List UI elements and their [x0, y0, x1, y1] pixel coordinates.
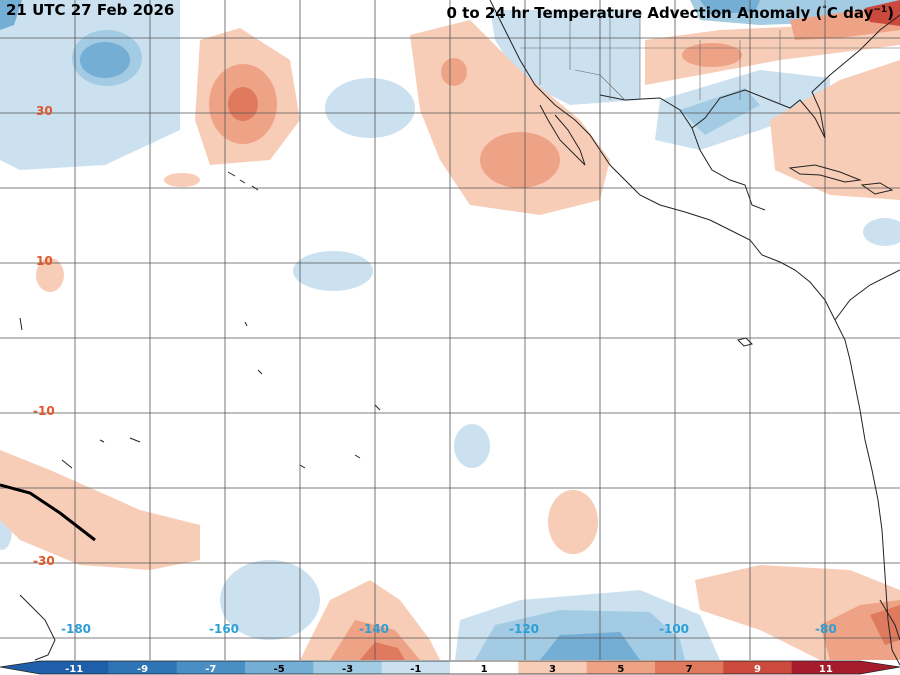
colorbar-swatch — [108, 661, 178, 674]
colorbar-swatch — [313, 661, 383, 674]
lon-label-minus180: -180 — [61, 622, 92, 636]
coastline-hispaniola — [860, 182, 894, 195]
storm-track-line — [0, 483, 96, 542]
cool-region-eastern-pacific — [293, 251, 373, 291]
colorbar-swatch — [791, 661, 861, 674]
lon-label-minus80: -80 — [815, 622, 837, 636]
warm-region-south-pacific — [300, 580, 440, 660]
warm-deep-northeast — [865, 0, 900, 26]
colorbar-swatch — [518, 661, 588, 674]
warm-region-southwest — [0, 450, 200, 570]
map-title-suffix: ) — [887, 4, 894, 22]
colorbar-tick-label: -9 — [137, 664, 148, 675]
colorbar-swatch — [176, 661, 246, 674]
colorbar-tick-label: 7 — [686, 664, 693, 675]
coastline-south-america-north — [834, 269, 900, 321]
political-borders — [520, 10, 900, 105]
warm-strong-southeast-pacific — [870, 605, 900, 645]
coastline-southern-cone — [879, 599, 900, 641]
warm-core-north-us — [682, 43, 742, 67]
colorbar-swatch — [40, 661, 109, 674]
warm-core-baja — [480, 132, 560, 188]
cool-region-caribbean-east — [863, 218, 900, 246]
colorbar-tick-label: -7 — [205, 664, 216, 675]
map-title-exponent: −1 — [873, 5, 888, 15]
colorbar-tick-label: -3 — [342, 664, 353, 675]
colorbar-tick-label: -5 — [274, 664, 285, 675]
map-title: 0 to 24 hr Temperature Advection Anomaly… — [447, 4, 895, 22]
map-title-degree: ° — [822, 5, 827, 15]
warm-region-south-central — [548, 490, 598, 554]
colorbar-tick-label: 11 — [819, 664, 833, 675]
coastline-cuba — [788, 164, 862, 183]
colorbar-tick-label: 3 — [549, 664, 556, 675]
warm-strong-south-pacific — [360, 642, 405, 660]
coastline-galapagos — [737, 337, 753, 347]
map-title-unit: C day — [826, 4, 874, 22]
colorbar-swatches — [0, 660, 900, 675]
cool-region-southwest — [220, 560, 320, 640]
colorbar-tick-label: 9 — [754, 664, 761, 675]
valid-time-label: 21 UTC 27 Feb 2026 — [6, 1, 175, 19]
cool-core-northwest-deep — [80, 42, 130, 78]
colorbar-max-arrow — [860, 661, 900, 674]
cool-region-northwest — [0, 0, 180, 170]
coastline-south-america-west — [834, 319, 900, 666]
cool-core-northeast-top — [700, 0, 760, 14]
colorbar-swatch — [586, 661, 656, 674]
colorbar-tick-labels: -11 -9 -7 -5 -3 -1 1 3 5 7 9 11 — [65, 664, 833, 675]
lat-label-minus10: -10 — [33, 404, 55, 418]
cool-region-south-small — [454, 424, 490, 468]
coastline-gulf-coast — [599, 14, 900, 139]
warm-region-equatorial-west — [36, 258, 64, 292]
cool-corner-topleft — [0, 0, 22, 30]
coastline-north-america — [489, 0, 836, 321]
lat-label-30: 30 — [36, 104, 53, 118]
warm-strong-north-central — [228, 87, 258, 121]
colorbar-outline — [0, 660, 900, 675]
colorbar-swatch — [245, 661, 314, 674]
lat-label-10: 10 — [36, 254, 53, 268]
coastlines — [19, 0, 900, 666]
lon-label-minus120: -120 — [509, 622, 540, 636]
lat-label-minus30: -30 — [33, 554, 55, 568]
colorbar-tick-label: 5 — [617, 664, 624, 675]
coastline-nz — [19, 594, 56, 661]
cool-deep-south-central — [540, 632, 640, 660]
map-title-prefix: 0 to 24 hr Temperature Advection Anomaly… — [446, 4, 823, 22]
colorbar-swatch — [381, 661, 451, 674]
warm-region-southeast-us — [770, 60, 900, 200]
colorbar-min-arrow — [0, 661, 40, 674]
colorbar-swatch — [723, 661, 793, 674]
colorbar: -11 -9 -7 -5 -3 -1 1 3 5 7 9 11 — [0, 660, 900, 675]
warm-anomaly-regions — [0, 0, 900, 660]
colorbar-tick-label: -11 — [65, 664, 83, 675]
coastline-yucatan — [691, 127, 766, 211]
coastline-baja — [539, 104, 586, 166]
colorbar-swatch — [655, 661, 724, 674]
islands — [19, 171, 381, 469]
lon-label-minus140: -140 — [359, 622, 390, 636]
warm-core-baja-north — [441, 58, 467, 86]
cool-region-central-north — [325, 78, 415, 138]
colorbar-tick-label: -1 — [410, 664, 421, 675]
warm-region-small-west — [164, 173, 200, 187]
colorbar-swatch — [450, 661, 519, 674]
lon-label-minus160: -160 — [209, 622, 240, 636]
colorbar-tick-label: 1 — [481, 664, 488, 675]
lon-label-minus100: -100 — [659, 622, 690, 636]
graticule — [0, 0, 900, 660]
